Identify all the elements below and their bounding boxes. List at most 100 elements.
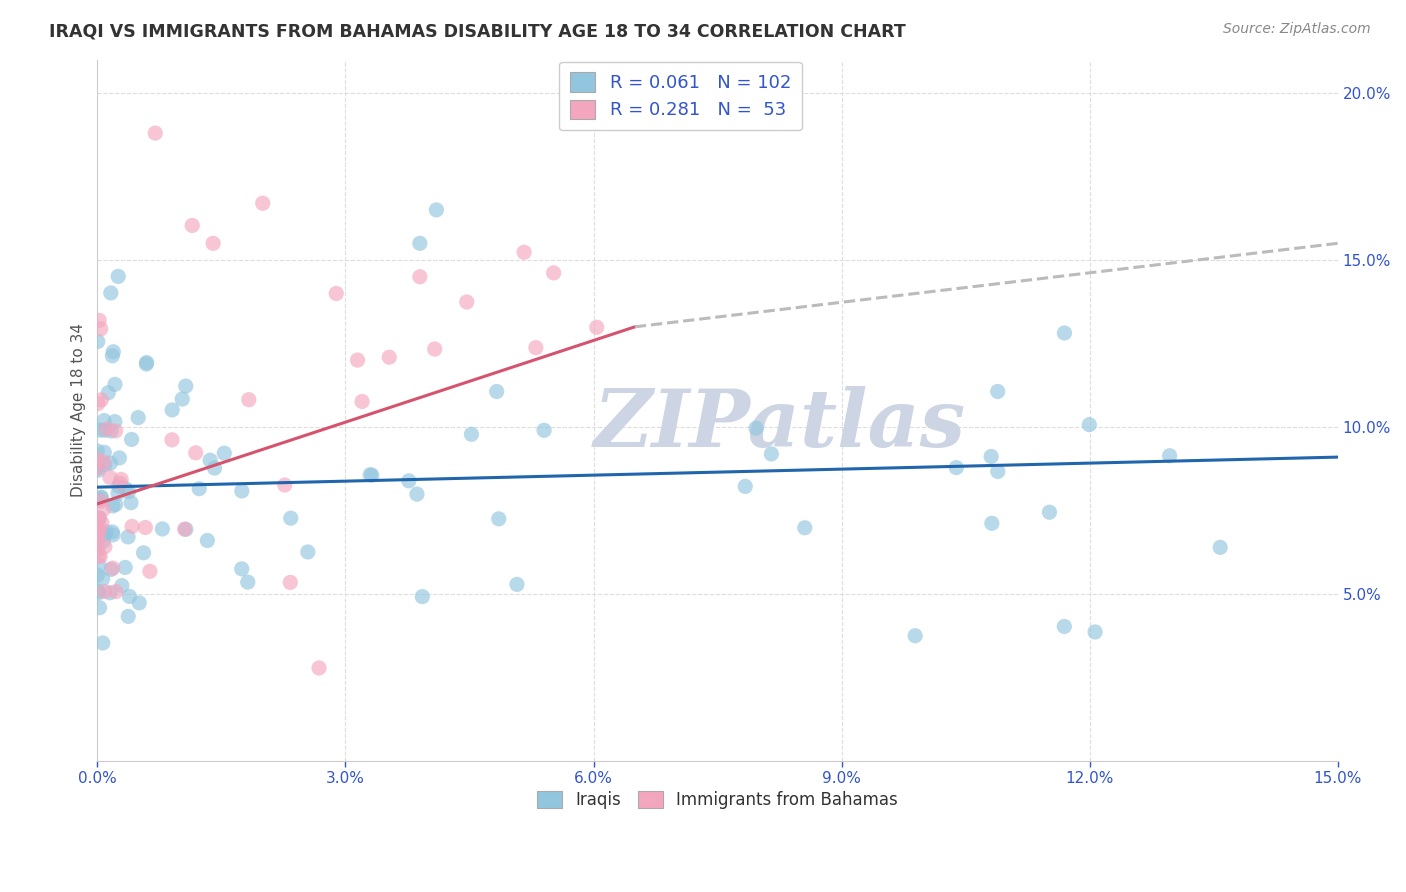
Y-axis label: Disability Age 18 to 34: Disability Age 18 to 34 (72, 323, 86, 498)
Point (87, 584, 110, 599)
Point (93, 527, 115, 541)
Point (160, 403, 183, 417)
Point (103, 344, 125, 359)
Point (104, 498, 127, 512)
Legend: Iraqis, Immigrants from Bahamas: Iraqis, Immigrants from Bahamas (530, 784, 904, 816)
Point (86, 568, 108, 582)
Point (423, 342, 446, 356)
Point (90, 516, 112, 530)
Point (114, 560, 136, 574)
Point (108, 476, 131, 491)
Point (214, 446, 236, 460)
Point (325, 286, 347, 301)
Point (98, 470, 121, 484)
Point (91, 572, 114, 586)
Point (506, 577, 529, 591)
Point (188, 482, 211, 496)
Point (89, 511, 111, 525)
Point (87, 524, 110, 538)
Point (378, 350, 401, 364)
Point (160, 433, 183, 447)
Point (139, 564, 162, 578)
Point (409, 236, 432, 251)
Point (90, 392, 112, 407)
Point (231, 483, 253, 498)
Point (93, 445, 115, 459)
Point (398, 474, 420, 488)
Point (94, 423, 117, 437)
Point (87, 396, 110, 410)
Point (346, 353, 368, 368)
Point (173, 522, 195, 536)
Point (87, 540, 110, 554)
Point (252, 196, 274, 211)
Point (101, 524, 124, 539)
Point (94, 458, 117, 472)
Point (1038, 505, 1060, 519)
Point (135, 355, 157, 369)
Point (97, 385, 120, 400)
Point (118, 590, 141, 604)
Point (745, 421, 768, 435)
Point (134, 520, 156, 534)
Point (93, 534, 115, 549)
Point (90, 322, 112, 336)
Point (174, 522, 197, 536)
Point (117, 530, 139, 544)
Point (120, 496, 142, 510)
Point (96, 524, 118, 539)
Point (127, 410, 149, 425)
Point (352, 394, 374, 409)
Point (150, 522, 173, 536)
Point (734, 479, 756, 493)
Point (86, 444, 108, 458)
Point (543, 266, 565, 280)
Point (793, 521, 815, 535)
Point (100, 562, 122, 576)
Point (533, 423, 555, 437)
Point (86, 461, 108, 475)
Point (91, 636, 114, 650)
Point (987, 465, 1010, 479)
Point (104, 424, 127, 438)
Point (513, 245, 536, 260)
Point (107, 269, 129, 284)
Point (1053, 326, 1076, 340)
Point (101, 561, 124, 575)
Point (87, 586, 110, 600)
Point (93, 455, 115, 469)
Point (585, 320, 607, 334)
Point (118, 484, 141, 499)
Point (308, 661, 330, 675)
Point (104, 415, 127, 429)
Point (143, 126, 166, 140)
Point (409, 269, 432, 284)
Point (980, 516, 1002, 531)
Point (278, 575, 301, 590)
Point (238, 392, 260, 407)
Point (204, 461, 226, 475)
Point (90, 494, 112, 508)
Point (86, 526, 108, 541)
Point (86, 461, 108, 475)
Point (107, 486, 129, 500)
Text: IRAQI VS IMMIGRANTS FROM BAHAMAS DISABILITY AGE 18 TO 34 CORRELATION CHART: IRAQI VS IMMIGRANTS FROM BAHAMAS DISABIL… (49, 22, 905, 40)
Point (104, 584, 127, 599)
Point (195, 533, 218, 548)
Point (411, 590, 433, 604)
Point (89, 313, 111, 327)
Point (93, 502, 115, 516)
Point (87, 511, 110, 525)
Point (98, 586, 121, 600)
Point (297, 545, 319, 559)
Point (198, 453, 221, 467)
Point (101, 499, 124, 513)
Point (1053, 619, 1076, 633)
Point (86, 458, 108, 472)
Point (274, 478, 297, 492)
Point (90, 491, 112, 505)
Point (359, 467, 381, 482)
Point (488, 512, 510, 526)
Text: Source: ZipAtlas.com: Source: ZipAtlas.com (1223, 22, 1371, 37)
Point (87, 334, 110, 349)
